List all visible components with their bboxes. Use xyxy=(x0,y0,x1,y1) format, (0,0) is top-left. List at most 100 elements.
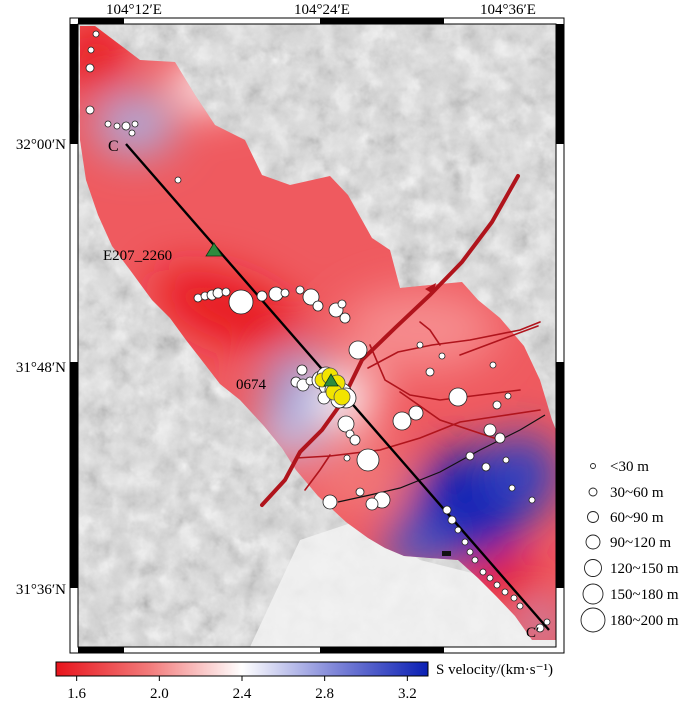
fault-branch-2 xyxy=(399,391,501,441)
event-circle xyxy=(483,423,497,437)
event-circle xyxy=(92,30,100,38)
size-legend-label: 30~60 m xyxy=(610,485,664,501)
event-circle xyxy=(504,392,512,400)
event-circle xyxy=(337,415,355,433)
event-circle xyxy=(465,451,475,461)
colorbar-tick-label: 2.0 xyxy=(150,686,169,702)
lat-label: 32°00′N xyxy=(16,137,66,153)
size-legend-circle xyxy=(587,511,599,523)
event-circle xyxy=(479,568,487,576)
event-circle xyxy=(174,176,182,184)
event-circle xyxy=(295,285,305,295)
event-circle xyxy=(489,361,497,369)
fault-lines xyxy=(260,174,541,507)
fault-north-1 xyxy=(367,321,541,369)
event-circle xyxy=(493,581,501,589)
event-circle xyxy=(447,515,457,525)
event-circle xyxy=(408,405,424,421)
event-circle xyxy=(256,290,268,302)
station-label: E207_2260 xyxy=(103,248,172,264)
event-circle xyxy=(510,594,518,602)
event-circle xyxy=(442,505,452,515)
fault-south-2 xyxy=(304,454,331,491)
event-circle xyxy=(508,484,516,492)
event-circle xyxy=(461,538,469,546)
event-circle xyxy=(85,105,95,115)
profile-end-label: C′ xyxy=(526,625,539,641)
fault-main xyxy=(260,174,520,507)
colorbar: S velocity/(km·s⁻¹) 1.6 2.0 2.4 2.8 3.2 xyxy=(55,661,553,702)
event-circle xyxy=(280,288,290,298)
lon-label: 104°24′E xyxy=(294,2,350,18)
colorbar-title: S velocity/(km·s⁻¹) xyxy=(436,662,553,678)
station-label: 0674 xyxy=(236,377,267,393)
basin-plain xyxy=(250,520,556,647)
map-frame xyxy=(69,17,565,654)
event-circle xyxy=(454,526,462,534)
size-legend-label: <30 m xyxy=(610,459,649,475)
town-marker xyxy=(442,551,451,556)
event-circle xyxy=(113,122,121,130)
event-circle xyxy=(486,574,494,582)
lon-label: 104°12′E xyxy=(106,2,162,18)
station-triangle xyxy=(205,242,223,257)
event-circle xyxy=(448,387,468,407)
colorbar-tick-label: 3.2 xyxy=(398,686,417,702)
event-circle xyxy=(471,556,479,564)
size-legend-label: 150~180 m xyxy=(610,587,679,603)
event-circle xyxy=(492,400,502,410)
event-circle xyxy=(131,120,139,128)
size-legend-label: 90~120 m xyxy=(610,535,671,551)
event-circle xyxy=(365,497,379,511)
event-circle xyxy=(356,448,380,472)
event-circle xyxy=(104,120,112,128)
event-circle xyxy=(349,434,361,446)
size-legend-label: 120~150 m xyxy=(610,561,679,577)
fault-north-3 xyxy=(419,321,441,346)
event-circle xyxy=(312,300,324,312)
event-circle xyxy=(502,456,510,464)
map-area xyxy=(78,24,556,647)
event-circle xyxy=(221,287,231,297)
lat-label: 31°36′N xyxy=(16,582,66,598)
colorbar-tick-label: 2.4 xyxy=(233,686,252,702)
event-circle xyxy=(228,289,254,315)
fault-black xyxy=(337,414,546,503)
size-legend-label: 60~90 m xyxy=(610,510,664,526)
event-circle xyxy=(425,367,435,377)
size-legend-label: 180~200 m xyxy=(610,613,679,629)
size-legend: <30 m 30~60 m 60~90 m 90~120 m 120~150 m 150~… xyxy=(580,459,679,633)
event-circle xyxy=(85,63,95,73)
lat-label: 31°48′N xyxy=(16,360,66,376)
size-legend-circle xyxy=(582,583,604,605)
event-circle xyxy=(302,288,320,306)
profile-start-label: C xyxy=(108,138,119,155)
event-circle xyxy=(348,340,368,360)
colorbar-gradient xyxy=(55,661,429,677)
size-legend-circle xyxy=(585,534,601,550)
size-legend-circle xyxy=(580,607,606,633)
event-circle xyxy=(501,588,509,596)
size-legend-circle xyxy=(588,487,598,497)
event-circle xyxy=(87,46,95,54)
fault-branch-1 xyxy=(369,344,521,401)
event-circle-highlight xyxy=(333,388,351,406)
event-circle xyxy=(516,602,524,610)
station-triangle xyxy=(323,373,339,387)
event-circle xyxy=(481,462,491,472)
lon-label: 104°36′E xyxy=(480,2,536,18)
event-circle xyxy=(438,352,446,360)
colorbar-tick-label: 1.6 xyxy=(67,686,86,702)
fault-thrust-tick xyxy=(425,283,436,294)
event-circle xyxy=(339,312,351,324)
event-circle xyxy=(392,411,412,431)
event-circle xyxy=(543,618,551,626)
event-circle xyxy=(494,432,506,444)
event-circle xyxy=(128,129,136,137)
size-legend-circle xyxy=(584,559,602,577)
event-circle xyxy=(121,121,131,131)
event-circle xyxy=(355,487,365,497)
size-legend-circle xyxy=(590,463,596,469)
colorbar-tick-label: 2.8 xyxy=(315,686,334,702)
